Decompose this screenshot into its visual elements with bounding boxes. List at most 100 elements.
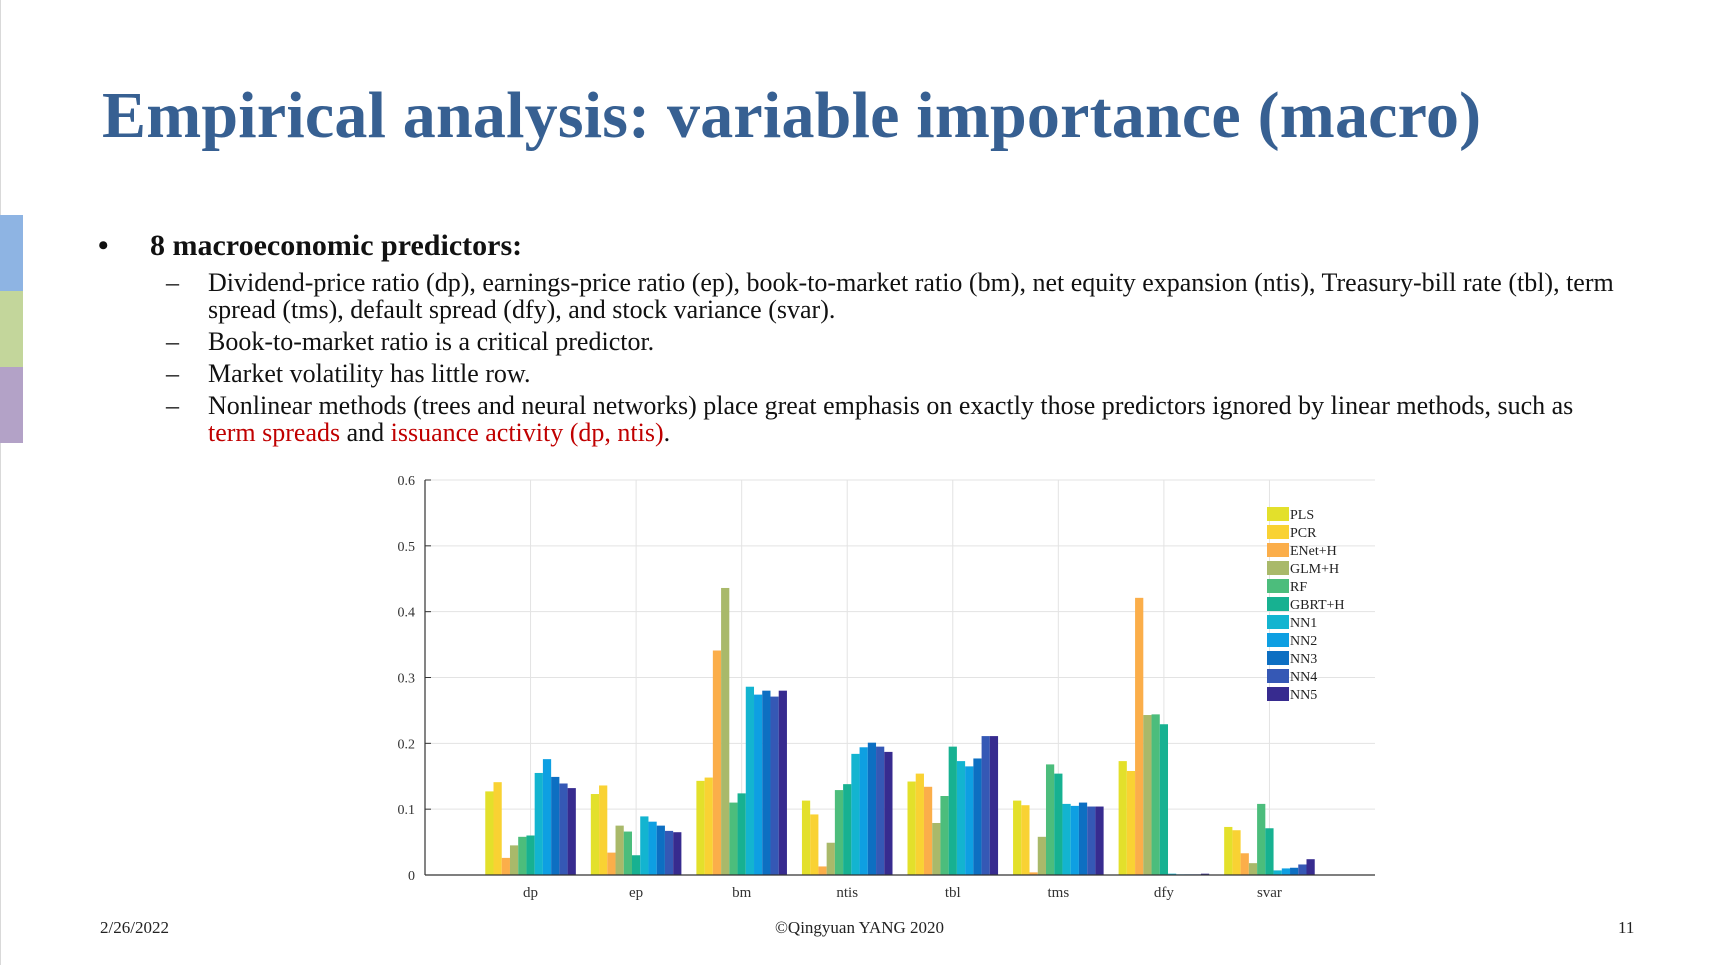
bar-nn3: [867, 742, 877, 875]
legend-swatch: [1267, 543, 1289, 557]
bar-pcr: [599, 785, 608, 875]
legend-swatch: [1267, 633, 1289, 647]
bar-pcr: [1021, 805, 1030, 875]
legend-swatch: [1267, 507, 1289, 521]
bar-glm-h: [826, 842, 835, 875]
bar-glm-h: [1143, 715, 1152, 875]
bar-pcr: [1232, 830, 1241, 875]
bar-nn2: [1281, 868, 1291, 875]
bar-nn5: [884, 751, 893, 875]
bar-rf: [1257, 803, 1266, 875]
bar-rf: [1045, 764, 1055, 875]
bar-nn3: [656, 825, 665, 875]
bar-nn5: [567, 788, 576, 875]
bar-enet-h: [1135, 597, 1144, 875]
bar-enet-h: [1029, 872, 1038, 875]
bar-pcr: [1126, 770, 1136, 875]
bar-nn2: [648, 821, 657, 875]
footer-copyright: ©Qingyuan YANG 2020: [775, 918, 945, 937]
bar-glm-h: [721, 587, 730, 875]
bullet-glyph: •: [98, 229, 109, 262]
bar-nn5: [1095, 806, 1104, 875]
y-tick-label: 0: [408, 869, 415, 884]
bar-enet-h: [1240, 853, 1249, 875]
legend-swatch: [1267, 525, 1289, 539]
sub-bullet-text: Nonlinear methods (trees and neural netw…: [208, 391, 1574, 420]
bar-rf: [940, 796, 949, 875]
bar-gbrt-h: [526, 835, 535, 875]
bar-glm-h: [615, 825, 624, 875]
sub-bullet-end: .: [663, 418, 671, 447]
bar-pcr: [704, 777, 713, 875]
bar-pls: [907, 781, 916, 875]
bar-nn1: [640, 816, 649, 875]
bar-nn4: [559, 783, 568, 875]
highlight-issuance-activity: issuance activity (dp, ntis): [390, 418, 664, 447]
accent-bar-green: [0, 291, 23, 367]
bar-nn5: [989, 736, 999, 875]
left-border: [0, 0, 1, 965]
dash-glyph: –: [166, 268, 179, 297]
bar-nn3: [1290, 867, 1299, 875]
y-tick-label: 0.3: [398, 672, 416, 687]
bar-nn1: [534, 772, 543, 875]
bar-enet-h: [501, 857, 510, 875]
accent-bar-purple: [0, 367, 23, 443]
bar-pcr: [493, 782, 502, 875]
bar-nn3: [551, 776, 560, 875]
bar-nn3: [1078, 802, 1088, 875]
bar-gbrt-h: [737, 793, 746, 875]
accent-bar-blue: [0, 215, 23, 291]
bar-nn5: [673, 832, 682, 875]
bar-gbrt-h: [1054, 773, 1063, 875]
legend-label: PCR: [1290, 526, 1317, 541]
bar-glm-h: [1037, 836, 1046, 875]
bullet-main: • 8 macroeconomic predictors:: [98, 228, 1618, 264]
bar-nn1: [956, 761, 966, 875]
bar-nn1: [1168, 873, 1177, 875]
bullet-list: • 8 macroeconomic predictors: – Dividend…: [98, 228, 1618, 446]
legend-label: ENet+H: [1290, 544, 1337, 559]
bar-gbrt-h: [631, 855, 641, 875]
bar-pcr: [915, 773, 924, 875]
bar-nn4: [981, 736, 990, 875]
bar-pls: [1224, 826, 1233, 875]
bar-rf: [834, 790, 844, 875]
bar-glm-h: [932, 822, 941, 875]
x-tick-label: ntis: [836, 885, 858, 901]
legend-label: RF: [1290, 580, 1307, 595]
dash-glyph: –: [166, 391, 179, 420]
bar-pls: [696, 780, 705, 875]
bar-glm-h: [509, 845, 519, 875]
y-tick-label: 0.4: [398, 606, 416, 621]
sub-bullet-1: – Dividend-price ratio (dp), earnings-pr…: [98, 269, 1618, 323]
bar-nn3: [973, 758, 982, 875]
bar-nn5: [778, 690, 787, 875]
legend-label: NN5: [1290, 688, 1317, 703]
legend-label: PLS: [1290, 508, 1314, 523]
bar-enet-h: [818, 866, 827, 875]
bar-nn1: [1273, 870, 1282, 875]
legend-label: NN2: [1290, 634, 1317, 649]
sub-bullet-text: Dividend-price ratio (dp), earnings-pric…: [208, 268, 1614, 324]
bar-nn5: [1200, 873, 1210, 875]
bar-gbrt-h: [948, 746, 957, 875]
bullet-main-text: 8 macroeconomic predictors:: [150, 229, 523, 262]
bar-pls: [1118, 761, 1127, 875]
bar-gbrt-h: [843, 784, 852, 875]
bar-nn2: [965, 766, 974, 875]
footer-date: 2/26/2022: [100, 918, 169, 937]
bar-nn3: [762, 690, 771, 875]
bar-nn2: [542, 759, 552, 875]
highlight-term-spreads: term spreads: [208, 418, 341, 447]
x-tick-label: dp: [523, 885, 538, 901]
y-tick-label: 0.2: [398, 737, 416, 752]
bar-enet-h: [712, 650, 722, 875]
sub-bullet-3: – Market volatility has little row.: [98, 360, 1618, 387]
legend-swatch: [1267, 687, 1289, 701]
bar-enet-h: [607, 852, 616, 875]
x-tick-label: ep: [629, 885, 643, 901]
bar-rf: [623, 831, 632, 875]
bar-pls: [590, 794, 600, 875]
sub-bullet-4: – Nonlinear methods (trees and neural ne…: [98, 392, 1618, 446]
